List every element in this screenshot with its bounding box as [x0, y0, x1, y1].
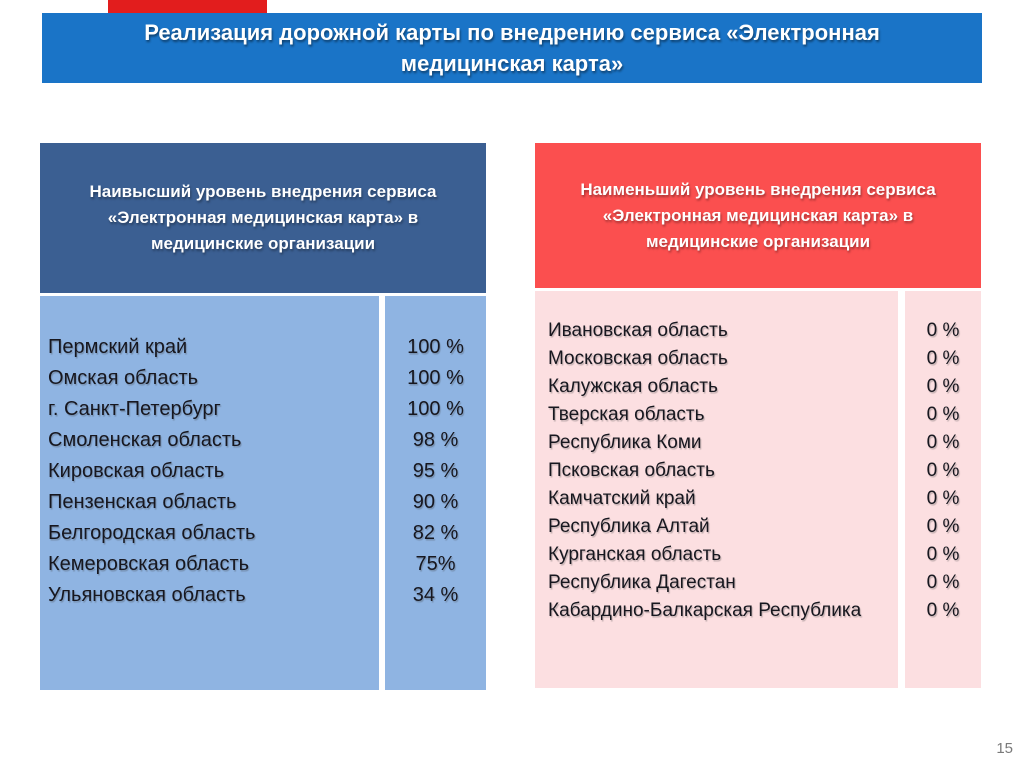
- region-value: 0 %: [926, 320, 960, 341]
- region-name: Кабардино-Балкарская Республика: [548, 600, 862, 621]
- region-value: 95 %: [412, 460, 459, 482]
- region-value: 100 %: [407, 336, 464, 358]
- region-name: Республика Коми: [548, 432, 702, 453]
- region-value: 0 %: [926, 516, 960, 537]
- region-name: Пензенская область: [48, 491, 237, 513]
- panel-header-line: Наименьший уровень внедрения сервиса: [580, 179, 936, 199]
- page-number: 15: [996, 740, 1013, 757]
- slide-title-bar: Реализация дорожной карты по внедрению с…: [42, 13, 982, 83]
- region-value: 90 %: [412, 491, 459, 513]
- region-value: 0 %: [926, 544, 960, 565]
- region-name: Белгородская область: [48, 522, 256, 544]
- region-name: Тверская область: [548, 404, 705, 425]
- region-value: 0 %: [926, 488, 960, 509]
- region-name: Псковская область: [548, 460, 715, 481]
- panel-header-line: «Электронная медицинская карта» в: [602, 205, 914, 225]
- region-value: 0 %: [926, 572, 960, 593]
- region-value: 0 %: [926, 404, 960, 425]
- region-value: 0 %: [926, 600, 960, 621]
- panel-header-line: «Электронная медицинская карта» в: [107, 208, 419, 227]
- region-name: Смоленская область: [48, 429, 242, 451]
- region-name: Омская область: [48, 367, 199, 389]
- region-name: Камчатский край: [548, 488, 696, 509]
- column-divider: [898, 291, 905, 688]
- red-accent-bar: [108, 0, 267, 13]
- region-value: 0 %: [926, 460, 960, 481]
- region-name: Калужская область: [548, 376, 718, 397]
- region-value: 98 %: [412, 429, 459, 451]
- panel-header-line: Наивысший уровень внедрения сервиса: [89, 182, 437, 201]
- region-value: 75%: [415, 553, 456, 575]
- region-value: 100 %: [407, 367, 464, 389]
- region-value: 0 %: [926, 348, 960, 369]
- lowest-level-panel: Наименьший уровень внедрения сервиса «Эл…: [535, 143, 981, 688]
- lowest-level-panel-body: Ивановская область Московская область Калу…: [535, 291, 981, 688]
- highest-level-panel-body: Пермский край Омская область г. Санкт-Пете…: [40, 296, 486, 690]
- region-name: Кировская область: [48, 460, 225, 482]
- region-name: Ульяновская область: [48, 584, 246, 606]
- region-name: г. Санкт-Петербург: [48, 398, 221, 420]
- panel-header-line: медицинские организации: [645, 231, 871, 251]
- region-name: Республика Дагестан: [548, 572, 736, 593]
- region-name: Курганская область: [548, 544, 722, 565]
- values-column: 100 % 100 % 100 % 98 % 95 % 90 % 82 % 75% 34 %: [385, 296, 486, 690]
- lowest-level-panel-header: Наименьший уровень внедрения сервиса «Эл…: [535, 143, 981, 288]
- regions-column: Ивановская область Московская область Калу…: [535, 291, 898, 688]
- region-name: Республика Алтай: [548, 516, 710, 537]
- column-divider: [379, 296, 385, 690]
- region-name: Кемеровская область: [48, 553, 250, 575]
- slide-title-line1: Реализация дорожной карты по внедрению с…: [144, 20, 880, 45]
- region-value: 100 %: [407, 398, 464, 420]
- values-column: 0 % 0 % 0 % 0 % 0 % 0 % 0 % 0 % 0 % 0 % 0 %: [905, 291, 981, 688]
- region-name: Ивановская область: [548, 320, 728, 341]
- region-name: Пермский край: [48, 336, 188, 358]
- region-value: 34 %: [412, 584, 459, 606]
- highest-level-panel: Наивысший уровень внедрения сервиса «Эле…: [40, 143, 486, 690]
- panel-header-line: медицинские организации: [150, 234, 376, 253]
- region-value: 82 %: [412, 522, 459, 544]
- region-name: Московская область: [548, 348, 728, 369]
- highest-level-panel-header: Наивысший уровень внедрения сервиса «Эле…: [40, 143, 486, 293]
- regions-column: Пермский край Омская область г. Санкт-Пете…: [40, 296, 379, 690]
- region-value: 0 %: [926, 376, 960, 397]
- region-value: 0 %: [926, 432, 960, 453]
- slide-title-line2: медицинская карта»: [400, 51, 624, 76]
